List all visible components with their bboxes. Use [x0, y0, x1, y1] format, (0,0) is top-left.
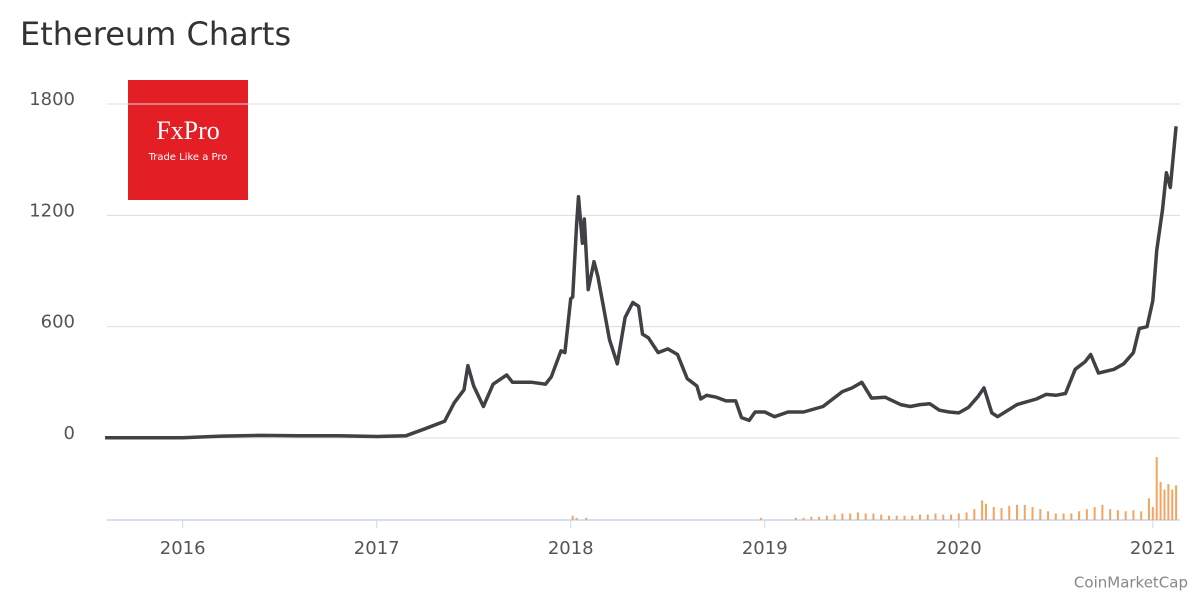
volume-bar	[1175, 485, 1178, 520]
volume-bar	[841, 513, 844, 520]
volume-bar	[872, 513, 875, 520]
volume-bar	[918, 514, 921, 520]
volume-bar	[1070, 513, 1073, 520]
volume-bar	[818, 516, 821, 520]
volume-bar	[759, 517, 762, 520]
volume-bar	[1159, 482, 1162, 520]
volume-bar	[984, 503, 987, 520]
volume-bar	[1008, 505, 1011, 520]
volume-bar	[973, 509, 976, 520]
volume-bar	[1085, 509, 1088, 520]
volume-bar	[1167, 484, 1170, 520]
logo-tagline: Trade Like a Pro	[148, 152, 228, 163]
volume-bar	[1101, 504, 1104, 520]
y-tick-label: 1800	[29, 89, 75, 110]
volume-bar	[1031, 506, 1034, 520]
volume-bar	[880, 514, 883, 520]
volume-bar	[1151, 506, 1154, 520]
y-tick-label: 600	[41, 312, 75, 333]
volume-bar	[942, 514, 945, 520]
volume-bar	[810, 516, 813, 520]
volume-bar	[575, 517, 578, 520]
volume-bar	[856, 512, 859, 520]
volume-bar	[926, 514, 929, 520]
volume-bar	[1147, 498, 1150, 520]
chart-title: Ethereum Charts	[20, 15, 291, 53]
volume-bar	[934, 513, 937, 520]
logo: FxPro	[156, 116, 220, 145]
volume-bar	[981, 500, 984, 520]
volume-bar	[825, 515, 828, 520]
volume-bar	[1124, 511, 1127, 520]
x-tick-label: 2018	[548, 538, 594, 559]
volume-bar	[1016, 504, 1019, 520]
volume-bar	[903, 515, 906, 520]
volume-bar	[957, 513, 960, 520]
volume-bar	[965, 512, 968, 520]
y-tick-label: 1200	[29, 200, 75, 221]
volume-bar	[1116, 510, 1119, 520]
x-tick-label: 2021	[1130, 538, 1176, 559]
volume-bar	[1171, 489, 1174, 520]
x-tick-label: 2017	[354, 538, 400, 559]
volume-bar	[1023, 504, 1026, 520]
volume-bar	[794, 517, 797, 520]
volume-bar	[1093, 506, 1096, 520]
x-tick-label: 2020	[936, 538, 982, 559]
logo-box	[128, 80, 248, 200]
volume-bar	[1039, 509, 1042, 520]
volume-bar	[1062, 513, 1065, 520]
volume-bar	[1109, 509, 1112, 520]
volume-bar	[833, 514, 836, 520]
volume-bar	[1047, 511, 1050, 520]
price-line	[105, 126, 1178, 440]
volume-bar	[1000, 508, 1003, 520]
x-tick-label: 2019	[742, 538, 788, 559]
volume-bar	[1140, 511, 1143, 520]
volume-bar	[585, 517, 588, 520]
volume-bar	[950, 514, 953, 520]
volume-bar	[895, 515, 898, 520]
volume-bar	[1132, 510, 1135, 520]
x-tick-label: 2016	[160, 538, 206, 559]
volume-bar	[992, 506, 995, 520]
volume-bar	[1078, 511, 1081, 520]
volume-bar	[571, 515, 574, 520]
volume-bar	[864, 513, 867, 520]
y-tick-label: 0	[64, 423, 75, 444]
credit: CoinMarketCap	[1074, 574, 1188, 592]
volume-bar	[911, 515, 914, 520]
volume-bar	[1155, 457, 1158, 520]
volume-bar	[887, 515, 890, 520]
volume-bar	[1054, 513, 1057, 520]
volume-bar	[802, 517, 805, 520]
volume-bar	[1163, 489, 1166, 520]
volume-bar	[849, 513, 852, 520]
